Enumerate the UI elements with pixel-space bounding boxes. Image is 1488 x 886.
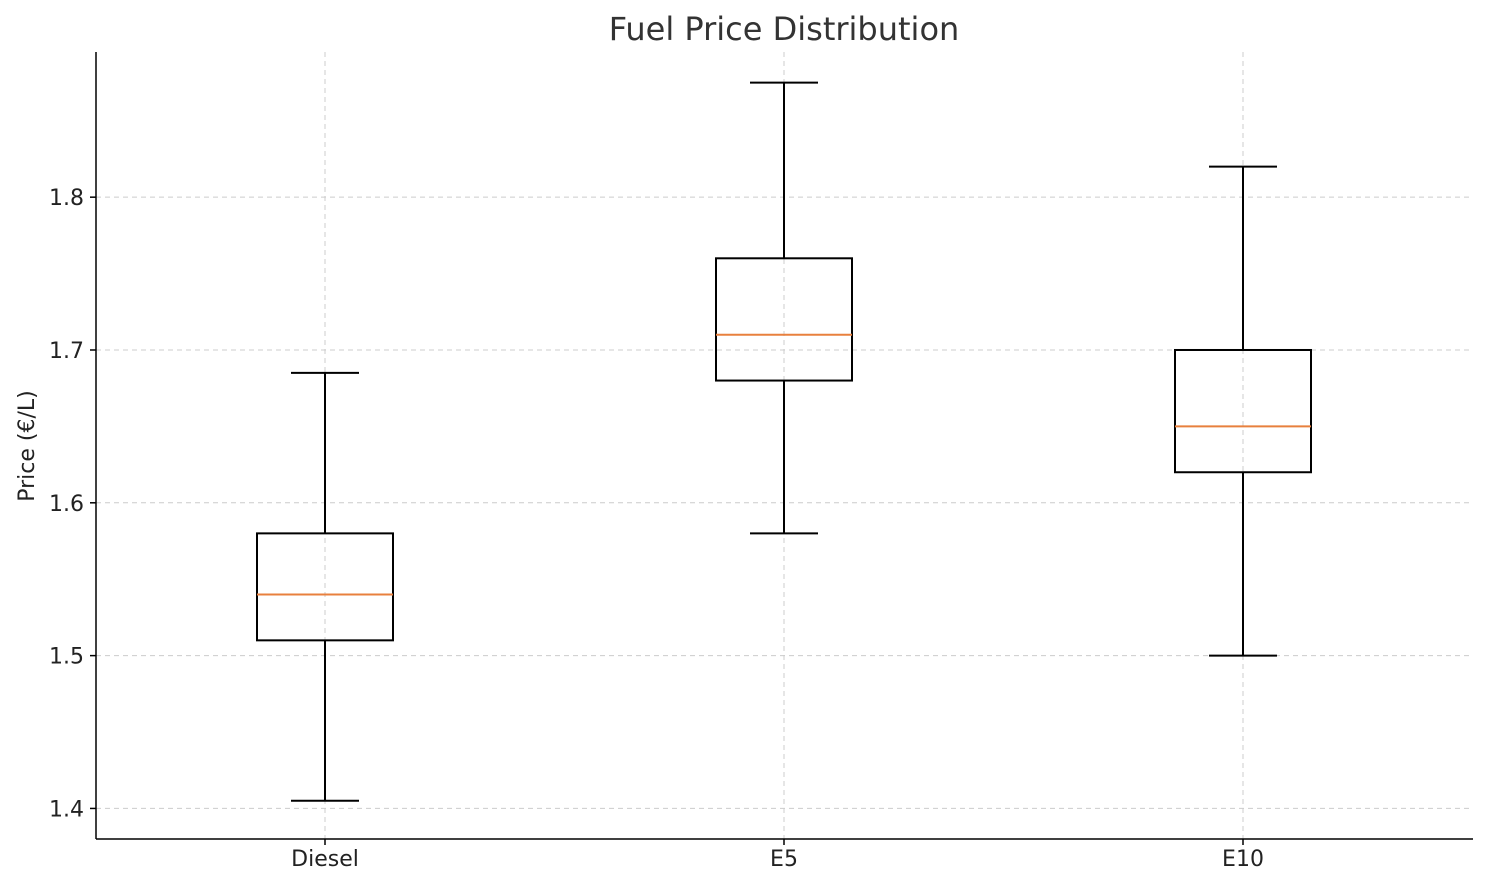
y-axis-label: Price (€/L) — [15, 390, 40, 502]
iqr-box — [256, 532, 394, 642]
y-tick-label: 1.6 — [49, 492, 84, 517]
iqr-box — [715, 257, 853, 382]
box-e10 — [1174, 165, 1312, 657]
chart-title: Fuel Price Distribution — [609, 10, 960, 48]
x-tick-label-e5: E5 — [770, 847, 798, 872]
box-e5 — [715, 81, 853, 535]
x-tick-labels: Diesel E5 E10 — [291, 839, 1264, 872]
x-tick-label-diesel: Diesel — [291, 847, 359, 872]
y-tick-label: 1.8 — [49, 186, 84, 211]
y-tick-label: 1.5 — [49, 645, 84, 670]
iqr-box — [1174, 348, 1312, 474]
box-diesel — [256, 371, 394, 802]
y-tick-label: 1.4 — [49, 797, 84, 822]
x-tick-label-e10: E10 — [1222, 847, 1264, 872]
boxes — [256, 81, 1312, 802]
y-tick-label: 1.7 — [49, 339, 84, 364]
y-tick-labels: 1.4 1.5 1.6 1.7 1.8 — [49, 186, 96, 822]
